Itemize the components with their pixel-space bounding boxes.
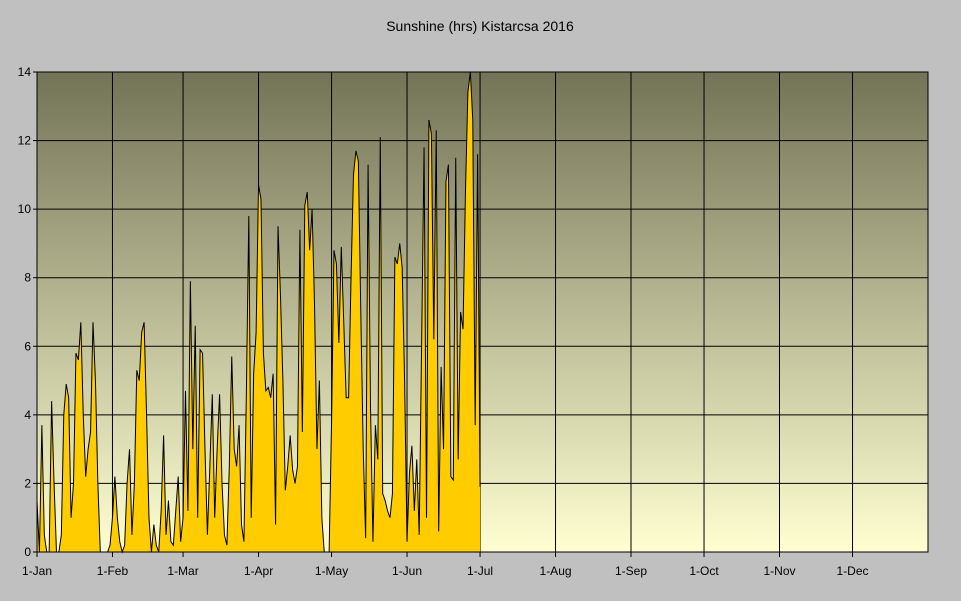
- y-tick-label: 0: [24, 545, 31, 559]
- plot-area: [37, 72, 928, 552]
- x-tick-label: 1-Mar: [167, 564, 198, 578]
- x-tick-label: 1-Nov: [763, 564, 795, 578]
- x-tick-label: 1-Oct: [689, 564, 719, 578]
- x-tick-label: 1-May: [315, 564, 348, 578]
- y-tick-label: 14: [18, 65, 32, 79]
- y-tick-label: 6: [24, 339, 31, 353]
- y-tick-label: 12: [18, 134, 32, 148]
- x-tick-label: 1-Aug: [540, 564, 572, 578]
- x-tick-label: 1-Jan: [22, 564, 52, 578]
- x-tick-label: 1-Jun: [392, 564, 422, 578]
- y-tick-label: 10: [18, 202, 32, 216]
- y-tick-label: 8: [24, 271, 31, 285]
- x-tick-label: 1-Apr: [244, 564, 273, 578]
- chart-title: Sunshine (hrs) Kistarcsa 2016: [386, 18, 574, 34]
- x-tick-label: 1-Dec: [837, 564, 869, 578]
- y-tick-label: 2: [24, 476, 31, 490]
- x-tick-label: 1-Sep: [615, 564, 647, 578]
- x-tick-label: 1-Feb: [97, 564, 129, 578]
- x-tick-label: 1-Jul: [467, 564, 493, 578]
- y-tick-label: 4: [24, 408, 31, 422]
